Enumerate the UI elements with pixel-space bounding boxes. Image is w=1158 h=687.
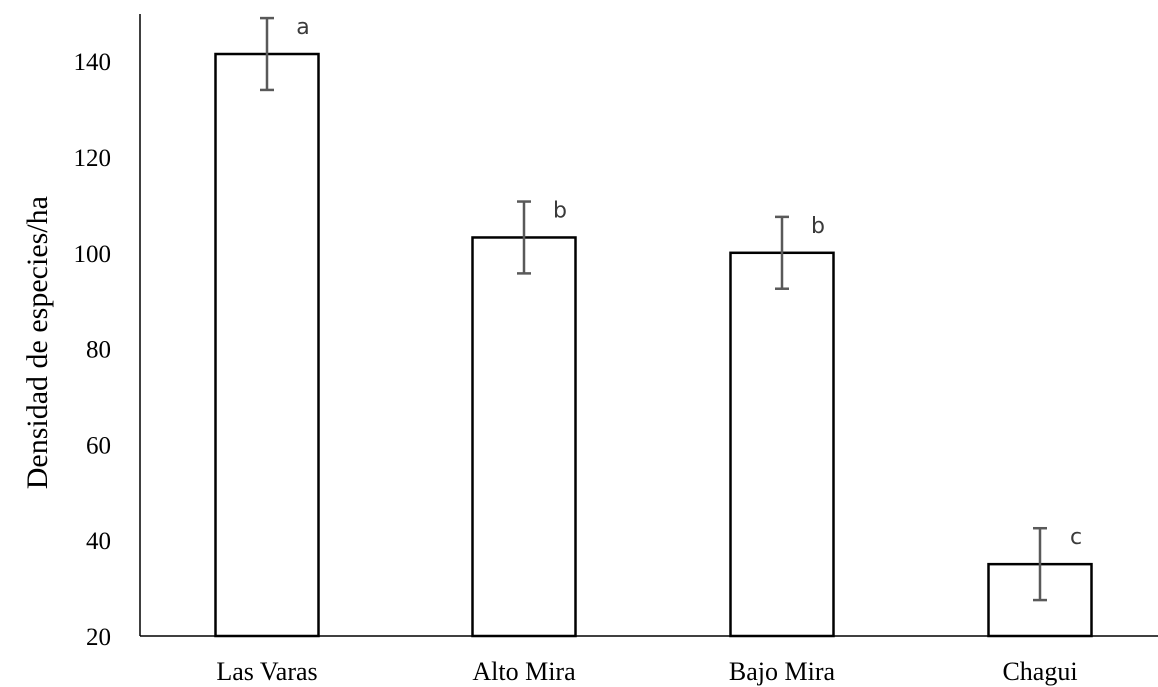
y-tick-label: 40: [86, 528, 111, 555]
x-tick-label: Bajo Mira: [729, 657, 836, 686]
y-axis-title-group: Densidad de especies/ha: [21, 196, 54, 489]
significance-label: b: [553, 199, 567, 224]
y-axis-title: Densidad de especies/ha: [21, 196, 54, 489]
x-tick-label: Chagui: [1002, 657, 1077, 686]
error-bar: [517, 200, 531, 275]
y-tick-label: 140: [74, 49, 112, 76]
significance-label: c: [1070, 525, 1082, 550]
bar-alto-mira: [471, 236, 577, 638]
y-axis-ticks: 20 40 60 80 100 120 140: [74, 49, 112, 651]
x-axis-labels: Las Varas Alto Mira Bajo Mira Chagui: [216, 657, 1077, 686]
bar-las-varas: [214, 52, 320, 638]
bar-bajo-mira: [729, 251, 835, 638]
significance-label: b: [811, 214, 825, 239]
significance-label: a: [296, 15, 309, 40]
bars: a b b c: [214, 15, 1093, 638]
y-tick-label: 120: [74, 145, 112, 172]
x-tick-label: Alto Mira: [472, 657, 576, 686]
y-tick-label: 80: [86, 337, 111, 364]
y-tick-label: 20: [86, 624, 111, 651]
error-bar: [775, 215, 789, 290]
y-tick-label: 60: [86, 432, 111, 459]
y-tick-label: 100: [74, 241, 112, 268]
error-bar: [1033, 526, 1047, 602]
error-bar: [260, 16, 274, 92]
x-tick-label: Las Varas: [216, 657, 317, 686]
